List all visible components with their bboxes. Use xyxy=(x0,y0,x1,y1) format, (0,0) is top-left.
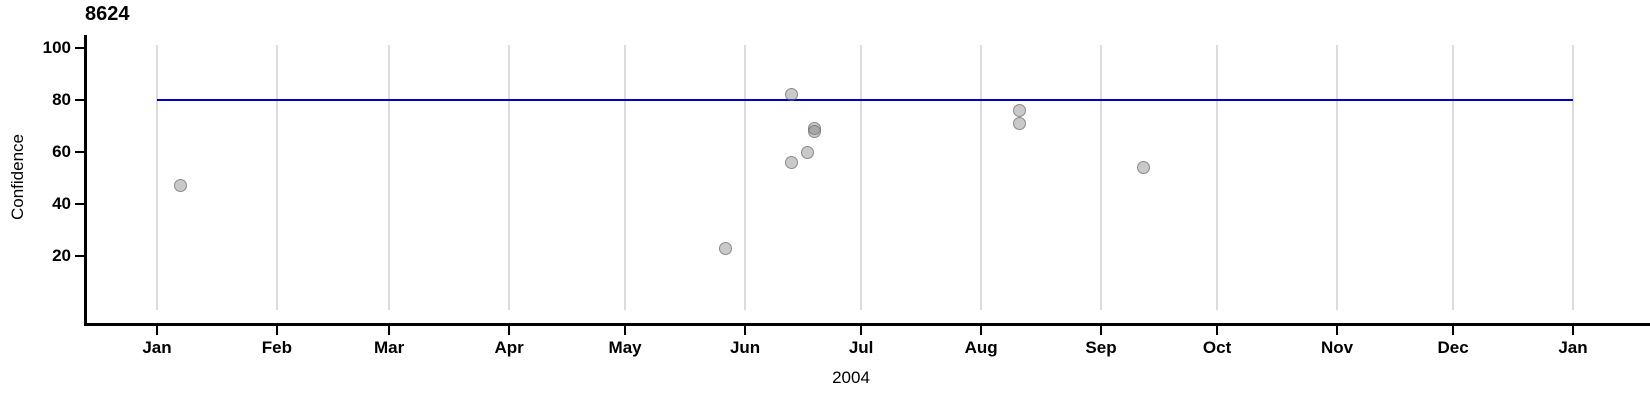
data-point xyxy=(173,179,187,193)
x-tick xyxy=(388,326,391,335)
y-tick xyxy=(75,255,84,257)
x-gridline xyxy=(624,45,627,310)
data-point xyxy=(785,88,798,102)
x-tick xyxy=(1336,326,1338,335)
x-gridline xyxy=(275,45,278,310)
x-tick xyxy=(275,326,278,335)
data-point xyxy=(808,124,822,138)
x-tick xyxy=(1452,326,1455,335)
x-gridline xyxy=(860,45,863,310)
x-tick-label: Jan xyxy=(1558,338,1588,357)
x-tick-label: May xyxy=(608,338,642,357)
x-gridline xyxy=(1452,45,1455,310)
x-gridline xyxy=(1336,45,1338,310)
x-tick-label: Feb xyxy=(261,338,292,357)
y-tick xyxy=(75,99,84,101)
reference-line xyxy=(157,99,1573,101)
x-tick xyxy=(980,326,983,335)
y-tick-label: 80 xyxy=(52,90,71,109)
data-point xyxy=(1013,116,1027,130)
x-axis-label: 2004 xyxy=(832,368,870,387)
x-tick-label: Nov xyxy=(1320,338,1354,357)
data-point xyxy=(1137,161,1151,175)
x-tick xyxy=(1216,326,1219,335)
data-point xyxy=(1013,103,1027,117)
data-point xyxy=(785,155,798,169)
x-gridline xyxy=(744,45,747,310)
x-tick-label: Sep xyxy=(1085,338,1117,357)
x-tick xyxy=(508,326,511,335)
x-tick xyxy=(156,326,158,335)
x-gridline xyxy=(1216,45,1219,310)
x-tick-label: Jan xyxy=(142,338,172,357)
y-tick xyxy=(75,203,84,205)
y-axis-label: Confidence xyxy=(8,134,27,221)
x-tick-label: Jun xyxy=(729,338,761,357)
x-tick-label: Jul xyxy=(848,338,874,357)
y-tick xyxy=(75,47,84,49)
x-tick xyxy=(1572,326,1574,335)
y-tick-label: 60 xyxy=(52,142,71,161)
x-gridline xyxy=(508,45,511,310)
y-tick xyxy=(75,151,84,153)
y-axis-line xyxy=(84,35,87,326)
x-tick-label: Mar xyxy=(373,338,405,357)
y-tick-label: 20 xyxy=(52,246,71,265)
x-tick-label: Apr xyxy=(494,338,524,357)
y-tick-label: 40 xyxy=(52,194,71,213)
x-tick xyxy=(744,326,747,335)
x-gridline xyxy=(156,45,158,310)
x-gridline xyxy=(1100,45,1102,310)
x-tick-label: Oct xyxy=(1202,338,1232,357)
data-point xyxy=(800,145,814,159)
x-axis-line xyxy=(84,323,1650,326)
x-tick-label: Aug xyxy=(964,338,998,357)
x-tick-label: Dec xyxy=(1437,338,1469,357)
x-gridline xyxy=(1572,45,1574,310)
x-gridline xyxy=(388,45,391,310)
x-tick xyxy=(1100,326,1102,335)
y-tick-label: 100 xyxy=(42,38,71,57)
x-gridline xyxy=(980,45,983,310)
data-point xyxy=(719,241,733,255)
x-tick xyxy=(860,326,863,335)
x-tick xyxy=(624,326,627,335)
chart-title: 8624 xyxy=(85,3,130,25)
